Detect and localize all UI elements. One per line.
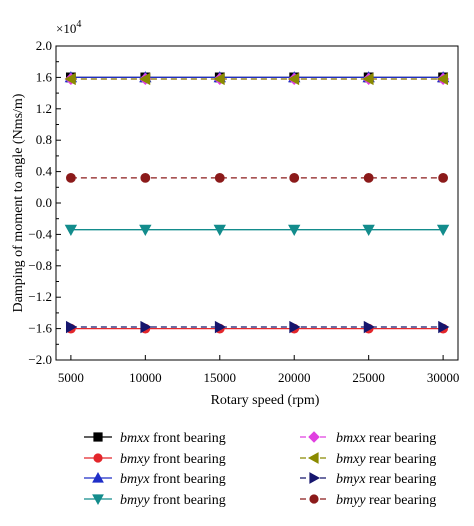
legend-label: bmxy rear bearing: [336, 452, 436, 467]
marker-square: [93, 432, 103, 442]
y-tick-label: −2.0: [28, 352, 52, 367]
y-tick-label: −1.2: [28, 289, 52, 304]
marker-triangle-left: [64, 72, 76, 86]
x-tick-label: 10000: [129, 370, 162, 385]
y-tick-label: 1.6: [36, 69, 53, 84]
plot-frame: [55, 45, 459, 361]
marker-triangle-down: [288, 224, 301, 237]
legend-series-name: rear bearing: [366, 472, 437, 487]
legend-series-name: front bearing: [150, 493, 226, 508]
series-group: [64, 71, 450, 334]
series-bmxy-front: [65, 323, 449, 334]
legend-coef: bmxx: [336, 431, 366, 446]
legend-item: bmyx rear bearing: [300, 472, 436, 487]
legend-coef: bmyy: [120, 493, 150, 508]
marker-triangle-up: [92, 471, 104, 483]
legend-series-name: front bearing: [150, 431, 226, 446]
legend-item: bmyy rear bearing: [300, 493, 436, 508]
marker-circle: [438, 172, 449, 183]
marker-triangle-right: [65, 320, 78, 334]
marker-triangle-right: [438, 320, 450, 334]
x-tick-label: 30000: [427, 370, 460, 385]
y-axis-multiplier: ×104: [56, 19, 81, 36]
y-tick-label: 0.0: [36, 195, 52, 210]
marker-triangle-left: [436, 72, 449, 86]
legend-coef: bmyy: [336, 493, 366, 508]
legend-coef: bmyx: [336, 472, 366, 487]
y-tick-label: 0.4: [36, 164, 53, 179]
legend-label: bmyy rear bearing: [336, 493, 436, 508]
series-bmxy-rear: [64, 72, 449, 86]
marker-triangle-down: [64, 224, 78, 237]
marker-triangle-left: [213, 72, 225, 86]
y-tick-label: 2.0: [36, 38, 52, 53]
x-axis: 5000 10000 15000 20000 25000 30000: [58, 355, 459, 385]
marker-triangle-down: [362, 224, 375, 237]
legend-item: bmxy front bearing: [84, 452, 226, 467]
marker-triangle-left: [287, 72, 300, 86]
marker-triangle-right: [363, 320, 375, 334]
marker-triangle-right: [140, 320, 152, 334]
x-tick-label: 25000: [352, 370, 385, 385]
legend-coef: bmxy: [120, 452, 150, 467]
marker-triangle-left: [307, 452, 319, 464]
legend-coef: bmyx: [120, 472, 150, 487]
x-axis-title: Rotary speed (rpm): [211, 393, 320, 408]
y-tick-label: −0.4: [28, 226, 52, 241]
marker-diamond: [308, 431, 320, 443]
marker-triangle-down: [213, 224, 226, 237]
y-tick-label: −1.6: [28, 321, 52, 336]
legend-label: bmyx front bearing: [120, 472, 226, 487]
series-bmyy-rear: [65, 172, 449, 183]
legend-series-name: front bearing: [150, 472, 226, 487]
marker-circle: [289, 172, 300, 183]
marker-triangle-left: [139, 72, 151, 86]
legend-series-name: rear bearing: [366, 493, 437, 508]
y-axis-title: Damping of moment to angle (Nms/m): [11, 93, 26, 312]
marker-triangle-right: [214, 320, 227, 334]
x-tick-label: 15000: [204, 370, 237, 385]
marker-triangle-right: [289, 320, 301, 334]
legend-item: bmxx front bearing: [84, 431, 226, 446]
marker-circle: [309, 494, 319, 504]
series-bmyx-front: [64, 71, 450, 83]
legend-item: bmxy rear bearing: [300, 452, 436, 467]
marker-circle: [93, 453, 103, 463]
y-tick-label: 1.2: [36, 101, 52, 116]
x-tick-label: 20000: [278, 370, 311, 385]
legend-item: bmyx front bearing: [84, 471, 226, 487]
legend-label: bmyy front bearing: [120, 493, 226, 508]
legend-series-name: front bearing: [150, 452, 226, 467]
legend-series-name: rear bearing: [366, 452, 437, 467]
legend-coef: bmxx: [120, 431, 150, 446]
legend-label: bmxx rear bearing: [336, 431, 436, 446]
marker-triangle-left: [362, 72, 374, 86]
marker-circle: [214, 172, 225, 183]
marker-circle: [363, 172, 374, 183]
marker-triangle-down: [139, 224, 152, 237]
legend-label: bmxx front bearing: [120, 431, 226, 446]
y-tick-label: 0.8: [36, 132, 52, 147]
marker-triangle-down: [436, 224, 450, 237]
legend-coef: bmxy: [336, 452, 366, 467]
x-tick-label: 5000: [58, 370, 84, 385]
y-tick-label: −0.8: [28, 258, 52, 273]
legend-item: bmyy front bearing: [84, 493, 226, 508]
legend-series-name: rear bearing: [366, 431, 437, 446]
plot-border: [55, 45, 459, 361]
series-bmyx-rear: [65, 320, 450, 334]
marker-circle: [140, 172, 151, 183]
marker-triangle-right: [309, 472, 321, 484]
series-bmyy-front: [64, 224, 450, 237]
y-axis: −2.0 −1.6 −1.2 −0.8 −0.4 0.0 0.4 0.8 1.2 1.6 2.0: [28, 38, 61, 367]
legend-label: bmyx rear bearing: [336, 472, 436, 487]
marker-triangle-down: [92, 494, 104, 506]
legend-label: bmxy front bearing: [120, 452, 226, 467]
marker-circle: [65, 172, 76, 183]
legend-item: bmxx rear bearing: [300, 431, 436, 446]
